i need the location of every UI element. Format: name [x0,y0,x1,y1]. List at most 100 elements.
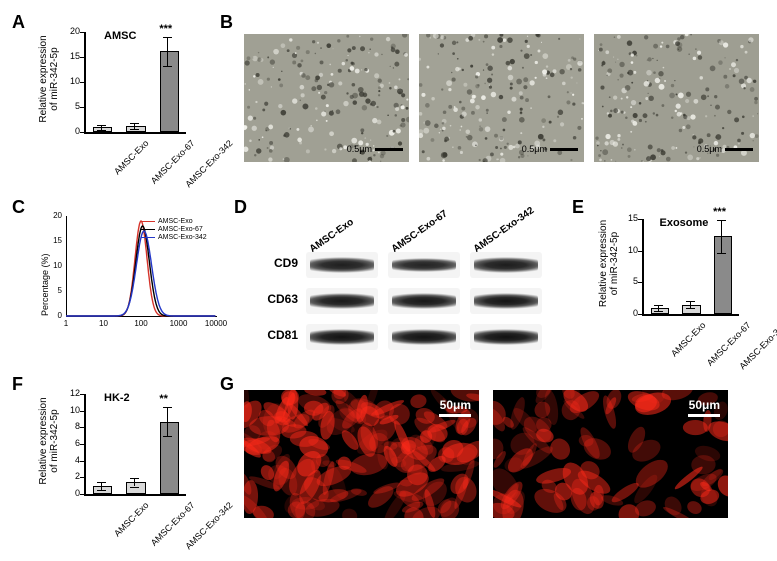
legend-item: AMSC-Exo-67 [141,226,207,233]
error-cap [163,436,172,437]
error-cap [130,478,139,479]
y-tick: 4 [62,455,80,465]
micrograph: AMSC-Exo-670.5μm [419,34,584,162]
micrograph: AMSC-Exo0.5μm [244,34,409,162]
error-bar [101,482,102,490]
blot-lane [388,288,460,314]
y-tick: 5 [620,276,638,286]
error-cap [163,37,172,38]
error-cap [717,220,726,221]
x-tick: 100 [126,319,156,328]
significance-marker: ** [159,393,168,405]
y-tick: 5 [62,101,80,111]
y-tick: 0 [62,126,80,136]
scale-text: 0.5μm [347,144,372,154]
blot-lane [470,324,542,350]
x-tick: 1 [51,319,81,328]
blot-lane [470,288,542,314]
band-icon [474,329,537,345]
legend-item: AMSC-Exo [141,218,207,225]
error-cap [163,66,172,67]
band-icon [474,257,537,272]
panel-label-c: C [12,197,25,218]
y-tick-mark [80,461,84,462]
blot-row-label: CD63 [256,292,298,306]
y-tick-mark [80,57,84,58]
y-tick: 10 [62,405,80,415]
panel-label-b: B [220,12,233,33]
panel-label-d: D [234,197,247,218]
band-icon [392,329,455,345]
scale-text: 50μm [689,398,720,412]
y-axis-label: Relative expressionof miR-342-5p [598,216,620,311]
blot-column-label: AMSC-Exo-342 [472,205,537,255]
chart-e-exosome: Relative expressionof miR-342-5pExosome0… [592,207,762,372]
y-tick: 2 [62,471,80,481]
y-tick-mark [80,444,84,445]
error-cap [163,407,172,408]
blot-lane [306,252,378,278]
legend-item: AMSC-Exo-342 [141,234,207,241]
y-tick: 0 [620,308,638,318]
blot-row-label: CD81 [256,328,298,342]
legend-label: AMSC-Exo-342 [158,234,207,241]
x-tick: 1000 [164,319,194,328]
y-tick: 10 [620,245,638,255]
y-tick-mark [80,107,84,108]
error-cap [130,487,139,488]
y-tick-mark [638,251,642,252]
y-tick-mark [638,314,642,315]
x-tick: 10 [89,319,119,328]
y-tick: 8 [62,421,80,431]
figure-root: A B C D E F G Relative expressionof miR-… [12,12,765,549]
error-bar [134,478,135,486]
x-tick-label: AMSC-Exo [112,138,151,177]
fluorescence-image: 50μmHK-2 [493,390,728,518]
panel-label-e: E [572,197,584,218]
error-bar [721,220,722,253]
band-icon [392,293,455,309]
y-tick-mark [80,427,84,428]
panel-c-size-distribution: Percentage (%)05101520110100100010000AMS… [32,212,227,362]
y-tick: 15 [62,51,80,61]
panel-b-micrographs: AMSC-Exo0.5μmAMSC-Exo-670.5μmAMSC-Exo-34… [244,34,764,184]
bar [714,236,732,314]
y-tick: 15 [620,213,638,223]
band-icon [310,257,373,272]
plot-area [84,32,186,134]
scale-line-icon [688,414,720,417]
y-tick-mark [638,282,642,283]
band-icon [310,329,373,345]
blot-lane [388,324,460,350]
legend-swatch-icon [141,221,155,223]
significance-marker: *** [713,206,726,218]
legend-swatch-icon [141,229,155,231]
y-tick: 10 [62,76,80,86]
error-cap [717,253,726,254]
scale-bar: 0.5μm [697,142,753,156]
error-cap [654,311,663,312]
error-cap [97,490,106,491]
bar [126,482,145,494]
y-tick: 12 [62,388,80,398]
chart-a-amsc: Relative expressionof miR-342-5pAMSC0510… [32,20,212,190]
x-tick-label: AMSC-Exo [112,500,151,539]
error-cap [97,482,106,483]
error-bar [167,407,168,435]
x-tick: 10000 [201,319,231,328]
blot-column-label: AMSC-Exo-67 [390,208,450,255]
y-axis-label: Relative expressionof miR-342-5p [38,391,60,491]
fluorescence-image: 50μmAMSC-342 [244,390,479,518]
band-icon [392,258,455,273]
y-tick-mark [80,394,84,395]
bar [160,51,179,132]
y-tick: 0 [62,488,80,498]
blot-lane [306,324,378,350]
chart-f-hk2: Relative expressionof miR-342-5pHK-20246… [32,382,212,547]
blot-lane [306,288,378,314]
x-tick-label: AMSC-Exo [669,320,708,359]
panel-label-g: G [220,374,234,395]
blot-lane [388,252,460,278]
blot-column-label: AMSC-Exo [308,217,356,255]
y-tick-mark [80,494,84,495]
